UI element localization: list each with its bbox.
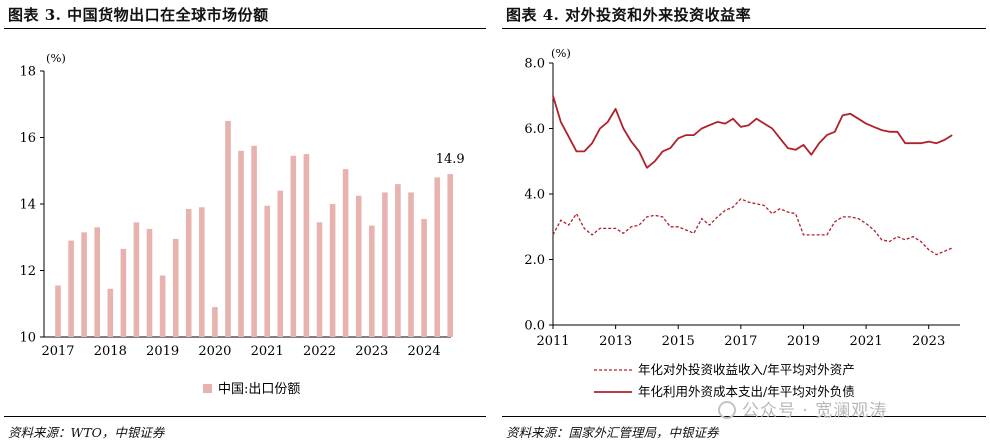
- legend-swatch: [203, 384, 212, 393]
- bar: [94, 227, 100, 337]
- bar: [369, 225, 375, 337]
- unit-label: (%): [46, 51, 66, 65]
- x-tick-label: 2022: [303, 344, 336, 359]
- x-tick-label: 2013: [599, 334, 632, 349]
- x-tick-label: 2018: [94, 344, 127, 359]
- x-tick-label: 2017: [41, 344, 74, 359]
- source-rule: [502, 416, 986, 417]
- legend-label: 中国:出口份额: [218, 382, 300, 397]
- data-label: 14.9: [436, 152, 465, 167]
- y-tick-label: 2.0: [524, 253, 545, 268]
- bar: [120, 248, 127, 337]
- y-tick-label: 18: [19, 65, 36, 80]
- bar: [172, 238, 179, 337]
- bar: [107, 288, 114, 337]
- bar: [146, 228, 153, 337]
- title-rule: [502, 28, 986, 29]
- bar: [355, 195, 362, 337]
- watermark-text: 公众号 · 宽澜观涛: [742, 401, 888, 421]
- bar: [421, 219, 427, 337]
- y-tick-label: 16: [19, 131, 36, 146]
- unit-label: (%): [551, 46, 571, 60]
- series-line-dashed: [552, 198, 953, 256]
- wechat-icon: [718, 401, 736, 419]
- bar: [277, 190, 284, 337]
- bar: [316, 222, 323, 337]
- x-tick-label: 2021: [251, 344, 284, 359]
- bar: [159, 275, 166, 337]
- bar: [395, 184, 401, 337]
- y-tick-label: 14: [19, 198, 36, 213]
- bar: [199, 207, 205, 337]
- bar: [212, 307, 218, 337]
- bar: [81, 232, 87, 337]
- y-tick-label: 10: [19, 331, 36, 346]
- line-chart: 0.0 2.0 4.0 6.0 8.0 (%) 2011 2013 2015 2017 2019 20…: [524, 46, 960, 399]
- panel-left-chart: 图表 3. 中国货物出口在全球市场份额 10 12 14 16 18 (%) 2017 201…: [0, 0, 490, 445]
- y-tick-label: 0.0: [524, 319, 545, 334]
- bar: [238, 150, 244, 337]
- x-tick-label: 2017: [724, 334, 757, 349]
- y-tick-label: 12: [19, 264, 36, 279]
- bar: [303, 154, 310, 337]
- x-tick-label: 2011: [536, 334, 569, 349]
- x-tick-label: 2020: [198, 344, 231, 359]
- panel-right-chart: 图表 4. 对外投资和外来投资收益率 0.0 2.0 4.0 6.0 8.0 (%) 201…: [498, 0, 990, 445]
- x-tick-label: 2023: [355, 344, 388, 359]
- bar-chart: 10 12 14 16 18 (%) 2017 2018 2019 2020 2021 2022 202…: [19, 51, 465, 397]
- x-tick-label: 2023: [912, 334, 945, 349]
- x-tick-label: 2019: [787, 334, 820, 349]
- bar: [447, 174, 453, 337]
- bar: [342, 169, 349, 337]
- series-line-solid: [552, 95, 953, 169]
- bar: [55, 285, 61, 337]
- bar: [185, 209, 192, 337]
- legend-label-dashed: 年化对外投资收益收入/年平均对外资产: [638, 362, 855, 377]
- x-tick-label: 2021: [850, 334, 883, 349]
- watermark: 公众号 · 宽澜观涛: [718, 396, 887, 421]
- x-tick-label: 2024: [408, 344, 441, 359]
- bar: [434, 177, 440, 337]
- x-tick-label: 2015: [662, 334, 695, 349]
- source-note: 资料来源：国家外汇管理局，中银证券: [506, 425, 719, 440]
- bar: [290, 155, 297, 337]
- chart-title: 图表 4. 对外投资和外来投资收益率: [506, 6, 752, 24]
- bar: [408, 192, 414, 337]
- bar: [382, 192, 388, 337]
- bar: [251, 145, 257, 337]
- source-rule: [4, 416, 486, 417]
- y-tick-label: 6.0: [524, 122, 545, 137]
- bar: [225, 120, 231, 338]
- source-note: 资料来源：WTO，中银证券: [8, 425, 165, 440]
- y-tick-label: 8.0: [524, 57, 545, 72]
- y-tick-label: 4.0: [524, 188, 545, 203]
- bar: [329, 204, 336, 337]
- bar: [68, 240, 74, 337]
- x-tick-label: 2019: [146, 344, 179, 359]
- bar: [133, 222, 140, 337]
- chart-title: 图表 3. 中国货物出口在全球市场份额: [8, 6, 269, 24]
- title-rule: [4, 28, 486, 29]
- legend-label-solid: 年化利用外资成本支出/年平均对外负债: [638, 384, 855, 399]
- bar: [264, 205, 270, 337]
